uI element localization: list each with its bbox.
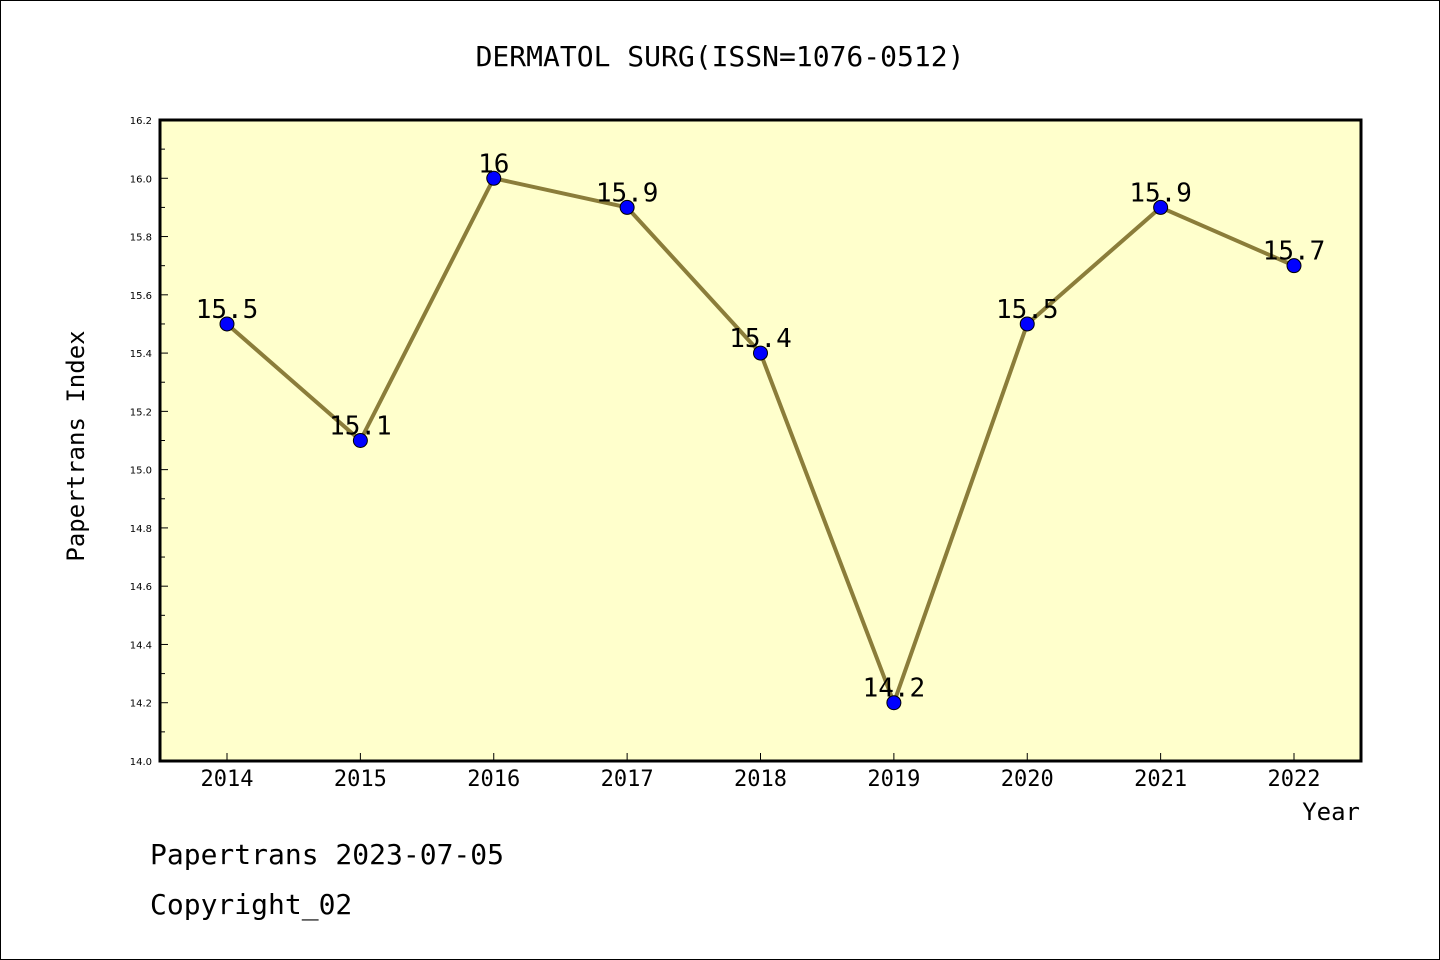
y-axis-ticks: 14.0 14.2 14.4 14.6 14.8 15.0 15.2 15.4 15.6 15.8… bbox=[130, 116, 168, 768]
y-tick-label: 16.2 bbox=[130, 116, 152, 127]
y-axis-label: Papertrans Index bbox=[62, 330, 90, 561]
data-label: 15.1 bbox=[329, 412, 392, 442]
x-tick-label: 2019 bbox=[867, 767, 920, 792]
y-tick-label: 15.8 bbox=[130, 233, 152, 244]
y-tick-label: 15.2 bbox=[130, 407, 152, 418]
data-label: 16 bbox=[478, 149, 509, 179]
data-point bbox=[219, 316, 235, 332]
y-tick-label: 16.0 bbox=[130, 174, 152, 185]
data-point bbox=[352, 433, 368, 448]
y-tick-label: 14.8 bbox=[130, 524, 152, 535]
data-point bbox=[1153, 199, 1169, 215]
data-label: 15.7 bbox=[1263, 237, 1326, 267]
data-point bbox=[619, 199, 635, 215]
x-tick-label: 2016 bbox=[467, 767, 520, 792]
x-axis-label: Year bbox=[1302, 798, 1360, 826]
y-tick-label: 15.4 bbox=[130, 349, 152, 360]
data-labels-group: 15.5 15.1 16 15.9 15.4 14.2 15.5 15.9 15.7 bbox=[196, 149, 1326, 703]
data-label: 14.2 bbox=[863, 674, 926, 704]
y-tick-label: 14.0 bbox=[130, 757, 152, 768]
y-tick-label: 15.6 bbox=[130, 291, 152, 302]
data-point bbox=[1286, 258, 1302, 274]
y-tick-label: 14.6 bbox=[130, 582, 152, 593]
footer-copyright: Copyright_02 bbox=[150, 888, 352, 922]
x-tick-label: 2021 bbox=[1134, 767, 1187, 792]
x-tick-label: 2015 bbox=[334, 767, 387, 792]
x-tick-label: 2020 bbox=[1001, 767, 1054, 792]
data-point bbox=[886, 695, 902, 711]
y-tick-label: 14.2 bbox=[130, 699, 152, 710]
chart-title: DERMATOL SURG(ISSN=1076-0512) bbox=[476, 40, 965, 73]
data-label: 15.5 bbox=[996, 295, 1059, 325]
x-tick-label: 2022 bbox=[1268, 767, 1321, 792]
y-tick-label: 14.4 bbox=[130, 640, 152, 651]
data-point bbox=[486, 170, 502, 186]
data-point bbox=[1019, 316, 1035, 332]
data-label: 15.4 bbox=[729, 324, 792, 354]
x-axis-ticks: 2014 2015 2016 2017 2018 2019 2020 2021 2022 bbox=[201, 753, 1321, 792]
x-tick-label: 2017 bbox=[601, 767, 654, 792]
y-tick-label: 15.0 bbox=[130, 466, 152, 477]
data-label: 15.9 bbox=[596, 178, 659, 208]
x-tick-label: 2014 bbox=[201, 767, 254, 792]
x-tick-label: 2018 bbox=[734, 767, 787, 792]
data-label: 15.9 bbox=[1129, 178, 1192, 208]
footer-date: Papertrans 2023-07-05 bbox=[150, 838, 504, 871]
data-label: 15.5 bbox=[196, 295, 259, 325]
data-point bbox=[753, 345, 768, 361]
markers-group bbox=[219, 170, 1302, 711]
